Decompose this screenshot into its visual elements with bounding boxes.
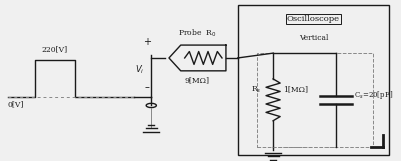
Text: –: – — [145, 82, 150, 92]
Bar — [257, 53, 373, 147]
Text: 9[MΩ]: 9[MΩ] — [185, 76, 210, 84]
Text: R$_s$: R$_s$ — [251, 85, 261, 95]
Text: Oscilloscope: Oscilloscope — [287, 15, 340, 23]
Text: +: + — [143, 37, 151, 47]
Text: Probe  R$_0$: Probe R$_0$ — [178, 27, 217, 39]
Text: 220[V]: 220[V] — [42, 46, 68, 53]
Text: 0[V]: 0[V] — [8, 100, 24, 108]
Text: 1[MΩ]: 1[MΩ] — [283, 86, 308, 94]
Text: C$_s$=20[pF]: C$_s$=20[pF] — [354, 89, 393, 101]
Text: Vertical: Vertical — [299, 34, 328, 42]
Text: $V_i$: $V_i$ — [135, 63, 144, 76]
Bar — [238, 5, 389, 155]
